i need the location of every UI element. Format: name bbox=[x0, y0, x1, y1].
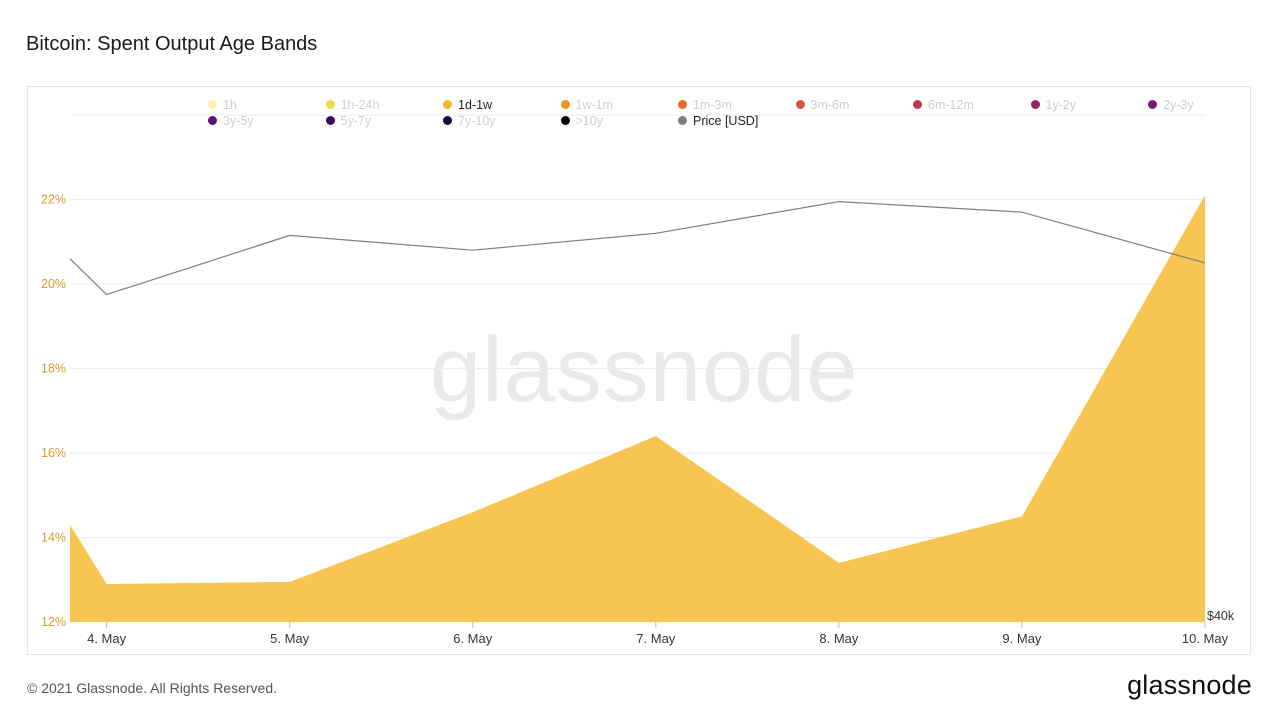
legend-item[interactable]: 1y-2y bbox=[1030, 97, 1149, 112]
legend-dot-icon bbox=[1148, 100, 1157, 109]
x-tick-label: 5. May bbox=[270, 631, 310, 646]
legend-item[interactable]: 5y-7y bbox=[325, 113, 444, 128]
x-tick-label: 9. May bbox=[1002, 631, 1042, 646]
legend-item[interactable]: Price [USD] bbox=[678, 113, 796, 128]
legend-label: 1m-3m bbox=[693, 97, 732, 112]
legend-label: 3y-5y bbox=[223, 113, 254, 128]
legend-dot-icon bbox=[325, 100, 335, 109]
legend-dot-icon bbox=[325, 116, 335, 125]
legend-item[interactable]: 6m-12m bbox=[913, 97, 1031, 112]
legend-dot-icon bbox=[913, 100, 922, 109]
legend-label: 2y-3y bbox=[1163, 97, 1194, 112]
legend-item[interactable]: 3y-5y bbox=[208, 113, 326, 128]
legend-dot-icon bbox=[1030, 100, 1040, 109]
legend-label: 1h bbox=[223, 97, 237, 112]
y-tick-label: 20% bbox=[41, 277, 66, 291]
x-axis-ticks: 4. May 5. May 6. May 7. May 8. May 9. May 10. … bbox=[87, 622, 1229, 646]
x-tick-label: 7. May bbox=[636, 631, 676, 646]
area-1d-1w bbox=[70, 195, 1205, 622]
legend-label: 1y-2y bbox=[1045, 97, 1077, 112]
line-series-price bbox=[69, 201, 1206, 296]
legend-label: >10y bbox=[575, 113, 603, 128]
legend-dot-icon bbox=[560, 116, 570, 125]
legend-item[interactable]: >10y bbox=[560, 113, 679, 128]
right-axis-tick-label: $40k bbox=[1207, 609, 1235, 623]
legend-item[interactable]: 1w-1m bbox=[560, 97, 679, 112]
x-tick-label: 6. May bbox=[453, 631, 493, 646]
y-axis-ticks: 12% 14% 16% 18% 20% 22% bbox=[41, 193, 66, 630]
legend-label: Price [USD] bbox=[693, 113, 759, 128]
price-line bbox=[69, 201, 1206, 296]
legend-dot-icon bbox=[560, 100, 570, 109]
copyright-footer: © 2021 Glassnode. All Rights Reserved. bbox=[27, 680, 278, 696]
x-tick-label: 10. May bbox=[1182, 631, 1229, 646]
y-tick-label: 16% bbox=[41, 446, 66, 460]
chart-legend: 1h 1h-24h 1d-1w 1w-1m 1m-3m 3m-6m 6m-12m 1y-2y 2… bbox=[208, 97, 1208, 128]
legend-dot-icon bbox=[678, 100, 687, 109]
y-tick-label: 14% bbox=[41, 531, 66, 545]
legend-item[interactable]: 3m-6m bbox=[795, 97, 914, 112]
legend-label: 5y-7y bbox=[340, 113, 372, 128]
legend-label: 3m-6m bbox=[810, 97, 850, 112]
x-tick-label: 8. May bbox=[819, 631, 859, 646]
legend-label: 1h-24h bbox=[340, 97, 380, 112]
y-tick-label: 18% bbox=[41, 362, 66, 376]
legend-item[interactable]: 7y-10y bbox=[443, 113, 561, 128]
chart-title: Bitcoin: Spent Output Age Bands bbox=[26, 33, 318, 55]
legend-dot-icon bbox=[208, 100, 217, 109]
y-tick-label: 22% bbox=[41, 193, 66, 207]
legend-label: 1w-1m bbox=[575, 97, 614, 112]
legend-label: 6m-12m bbox=[928, 97, 974, 112]
legend-item[interactable]: 1m-3m bbox=[678, 97, 796, 112]
legend-label: 7y-10y bbox=[458, 113, 496, 128]
legend-item[interactable]: 1d-1w bbox=[443, 97, 561, 112]
chart-frame bbox=[27, 86, 1251, 655]
y-tick-label: 12% bbox=[41, 615, 66, 629]
legend-dot-icon bbox=[443, 100, 452, 109]
glassnode-logo[interactable]: glassnode bbox=[1127, 670, 1252, 700]
legend-label: 1d-1w bbox=[458, 97, 493, 112]
right-axis-ticks: $40k bbox=[1207, 609, 1235, 623]
legend-item[interactable]: 1h-24h bbox=[325, 97, 444, 112]
legend-dot-icon bbox=[443, 116, 452, 125]
x-tick-label: 4. May bbox=[87, 631, 127, 646]
legend-dot-icon bbox=[795, 100, 805, 109]
legend-dot-icon bbox=[208, 116, 217, 125]
legend-dot-icon bbox=[678, 116, 687, 125]
legend-item[interactable]: 2y-3y bbox=[1148, 97, 1266, 112]
legend-item[interactable]: 1h bbox=[208, 97, 326, 112]
area-series-1d-1w bbox=[70, 195, 1205, 622]
